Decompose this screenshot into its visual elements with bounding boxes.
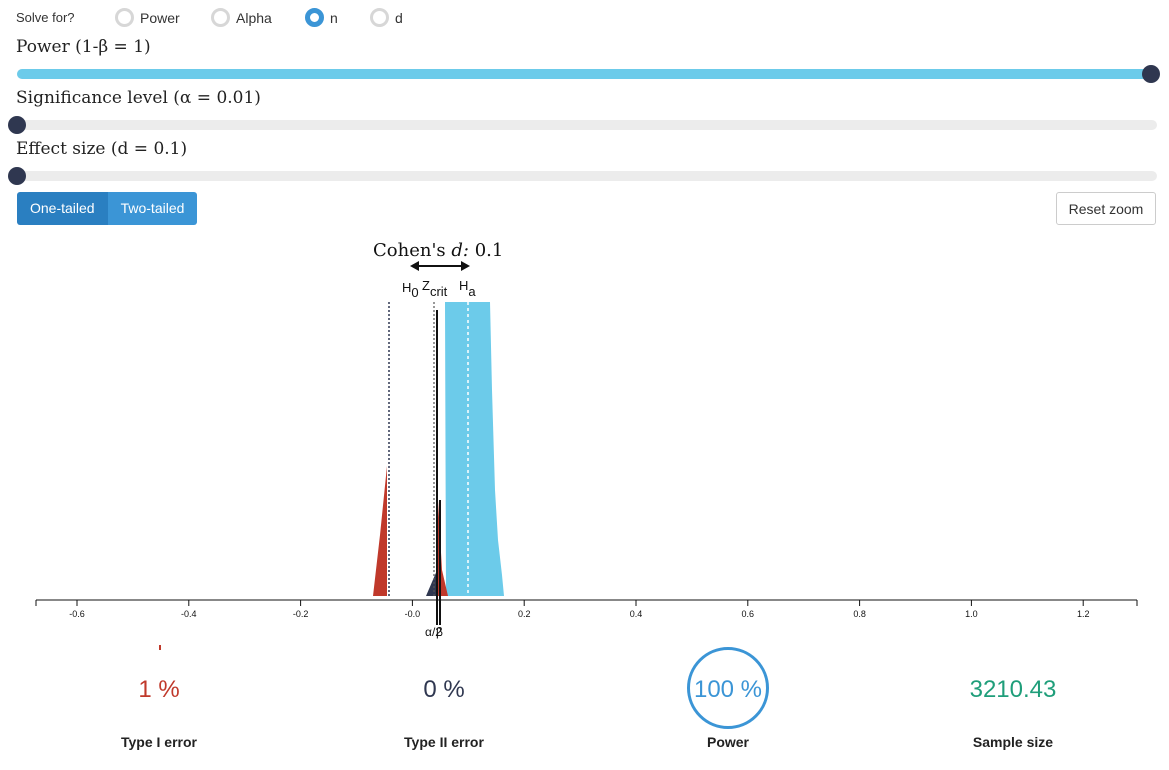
radio-circle[interactable] <box>115 8 134 27</box>
effect-size-slider-label: Effect size (d = 0.1) <box>16 139 188 159</box>
type2-error-value: 0 % <box>423 676 465 703</box>
h0-label: H0 <box>402 280 419 300</box>
distribution-plot[interactable]: Cohen's d: 0.1 H0 Zcrit Ha -0.6 -0.4 -0.2-… <box>0 230 1169 640</box>
radio-label: Alpha <box>236 9 272 26</box>
radio-label: d <box>395 9 403 26</box>
zcrit-label: Zcrit <box>422 278 448 299</box>
type1-error-value: 1 % <box>138 676 180 703</box>
solve-for-label: Solve for? <box>16 10 75 25</box>
effect-size-slider[interactable] <box>8 167 1157 185</box>
radio-circle[interactable] <box>370 8 389 27</box>
beta-region <box>426 568 438 596</box>
power-value: 100 % <box>693 676 763 703</box>
x-tick-label: 0.6 <box>742 609 755 619</box>
power-ring <box>687 647 769 729</box>
x-tick-label: 1.0 <box>965 609 978 619</box>
x-tick-label: -0.4 <box>181 609 197 619</box>
alpha-region-left <box>373 466 387 596</box>
solve-for-n-radio[interactable]: n <box>305 8 338 27</box>
alpha-half-label: α/2 <box>425 625 442 639</box>
alpha-slider-handle[interactable] <box>8 116 26 134</box>
type1-error-label: Type I error <box>121 734 197 750</box>
radio-label: n <box>330 9 338 26</box>
effect-size-slider-handle[interactable] <box>8 167 26 185</box>
x-axis-ticks: -0.6 -0.4 -0.2 -0.0 0.2 0.4 0.6 0.8 1.0 1.2 <box>35 600 1138 619</box>
power-slider-label: Power (1-β = 1) <box>16 37 151 57</box>
two-tailed-button[interactable]: Two-tailed <box>107 192 198 225</box>
type2-error-label: Type II error <box>404 734 484 750</box>
sample-size-value: 3210.43 <box>969 676 1057 703</box>
one-tailed-button[interactable]: One-tailed <box>17 192 108 225</box>
x-tick-label: -0.2 <box>293 609 309 619</box>
power-region <box>445 302 504 596</box>
solve-for-alpha-radio[interactable]: Alpha <box>211 8 272 27</box>
solve-for-power-radio[interactable]: Power <box>115 8 180 27</box>
x-tick-label: 0.8 <box>853 609 866 619</box>
power-label: Power <box>706 734 749 750</box>
x-tick-label: 0.4 <box>630 609 643 619</box>
power-slider-fill <box>17 69 1157 79</box>
radio-label: Power <box>140 9 180 26</box>
solve-for-d-radio[interactable]: d <box>370 8 403 27</box>
type1-indicator <box>159 645 161 650</box>
tail-button-group: One-tailed Two-tailed <box>17 192 198 225</box>
radio-circle[interactable] <box>305 8 324 27</box>
beta-label: β <box>436 625 443 639</box>
reset-zoom-button[interactable]: Reset zoom <box>1056 192 1156 225</box>
x-tick-label: -0.6 <box>69 609 85 619</box>
sample-size-label: Sample size <box>972 734 1054 750</box>
cohens-d-arrow <box>410 261 470 271</box>
cohens-d-label: Cohen's d: 0.1 <box>373 240 503 261</box>
power-slider[interactable] <box>17 65 1160 83</box>
ha-label: Ha <box>459 278 476 299</box>
x-tick-label: -0.0 <box>405 609 421 619</box>
alpha-slider[interactable] <box>8 116 1157 134</box>
power-slider-handle[interactable] <box>1142 65 1160 83</box>
x-tick-label: 1.2 <box>1077 609 1090 619</box>
radio-circle[interactable] <box>211 8 230 27</box>
alpha-slider-label: Significance level (α = 0.01) <box>16 88 261 108</box>
x-tick-label: 0.2 <box>518 609 531 619</box>
